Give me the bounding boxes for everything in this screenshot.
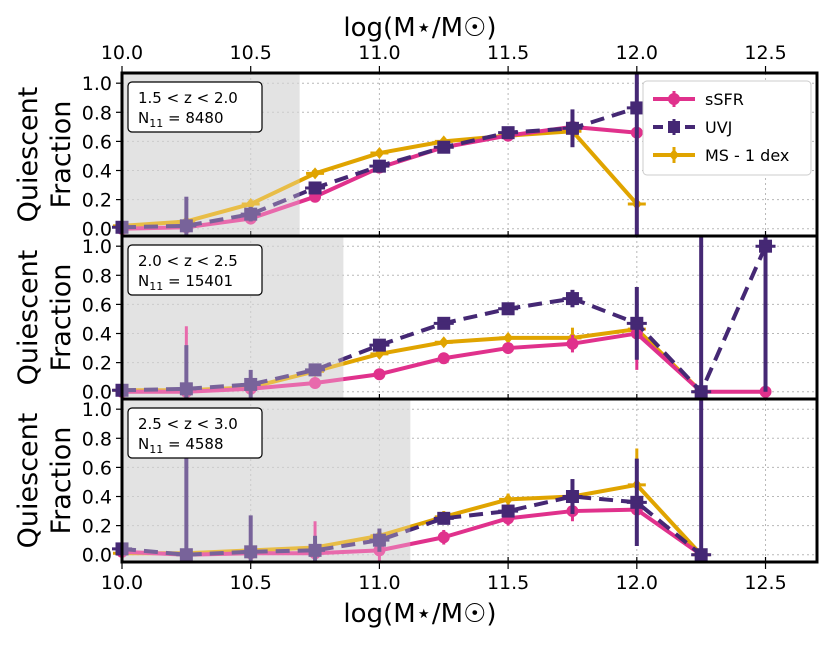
panel-1: 0.0 0.2 0.4 0.6 0.8 1.0 Quiescent Fraction 1.5 <… (13, 71, 819, 241)
sample-size-value: = 4588 (163, 435, 223, 453)
data-point (566, 337, 579, 350)
y-tick-label: 0.4 (82, 324, 112, 346)
legend-marker (668, 121, 680, 133)
legend-label-MS: MS - 1 dex (705, 146, 789, 165)
y-tick-label: 0.6 (82, 294, 112, 316)
sample-size-subscript: 11 (149, 443, 163, 456)
data-point (373, 368, 386, 381)
y-tick-label: 0.0 (82, 382, 112, 404)
redshift-range-label: 2.5 < z < 3.0 (138, 415, 238, 433)
y-axis-label-line2: Fraction (46, 264, 77, 372)
sample-size-label: N11 = 15401 (138, 272, 233, 293)
bottom-axis-ticks: 10.0 10.5 11.0 11.5 12.0 12.5 (101, 562, 787, 594)
y-axis-label-line1: Quiescent (13, 87, 44, 223)
legend-marker (669, 149, 679, 161)
y-tick-label: 0.2 (82, 353, 112, 375)
y-tick-label: 0.2 (82, 190, 112, 212)
sample-size-value: = 8480 (163, 109, 223, 127)
series-UVJ (112, 236, 776, 399)
sample-size-subscript: 11 (149, 280, 163, 293)
legend-label-sSFR: sSFR (705, 90, 744, 109)
y-tick-label: 0.8 (82, 265, 112, 287)
top-x-tick-label: 11.0 (358, 42, 400, 64)
legend-box (642, 80, 812, 176)
top-x-tick-label: 12.5 (744, 42, 786, 64)
bottom-axis-title: log(M⋆/M☉) (343, 599, 496, 629)
y-axis-label: Quiescent (13, 250, 44, 386)
panel-frame (120, 397, 819, 564)
redshift-range-label: 1.5 < z < 2.0 (138, 89, 238, 107)
top-axis-title: log(M⋆/M☉) (343, 13, 496, 43)
sample-size-label: N11 = 4588 (138, 435, 224, 456)
y-tick-label: 0.4 (82, 161, 112, 183)
y-axis-label-line2: Fraction (46, 427, 77, 535)
series-UVJ (112, 399, 712, 562)
data-point (437, 352, 450, 365)
redshift-range-label: 2.0 < z < 2.5 (138, 252, 238, 270)
y-tick-label: 0.8 (82, 428, 112, 450)
bottom-x-tick-label: 10.5 (230, 572, 272, 594)
bottom-x-tick-label: 12.0 (616, 572, 658, 594)
sample-size-prefix: N (138, 435, 149, 453)
bottom-x-tick-label: 10.0 (101, 572, 143, 594)
top-x-tick-label: 11.5 (487, 42, 529, 64)
y-tick-label: 0.2 (82, 516, 112, 538)
bottom-x-tick-label: 11.0 (358, 572, 400, 594)
sample-size-prefix: N (138, 272, 149, 290)
data-point (502, 342, 515, 355)
redshift-info-box (127, 407, 263, 459)
top-x-tick-label: 10.0 (101, 42, 143, 64)
y-tick-label: 1.0 (82, 73, 112, 95)
panel-2: 0.0 0.2 0.4 0.6 0.8 1.0 Quiescent Fraction 2.0 <… (13, 234, 819, 404)
data-point (437, 531, 450, 544)
redshift-info-box (127, 81, 263, 133)
y-axis-label: Quiescent (13, 413, 44, 549)
sample-size-value: = 15401 (163, 272, 233, 290)
top-x-tick-label: 10.5 (230, 42, 272, 64)
bottom-x-tick-label: 12.5 (744, 572, 786, 594)
y-axis-label: Quiescent (13, 87, 44, 223)
y-tick-label: 1.0 (82, 399, 112, 421)
y-axis-label-line1: Quiescent (13, 250, 44, 386)
top-axis-ticks: 10.0 10.5 11.0 11.5 12.0 12.5 (101, 42, 787, 73)
y-tick-label: 0.0 (82, 219, 112, 241)
y-tick-label: 1.0 (82, 236, 112, 258)
data-point (309, 376, 322, 389)
y-tick-label: 0.6 (82, 131, 112, 153)
bottom-x-tick-label: 11.5 (487, 572, 529, 594)
redshift-info-box (127, 244, 263, 296)
panel-3: 0.0 0.2 0.4 0.6 0.8 1.0 Quiescent Fraction 2.5 <… (13, 397, 819, 567)
top-x-tick-label: 12.0 (616, 42, 658, 64)
y-tick-label: 0.6 (82, 457, 112, 479)
series-UVJ (112, 73, 647, 236)
sample-size-subscript: 11 (149, 117, 163, 130)
legend-label-UVJ: UVJ (705, 118, 732, 137)
y-axis-label-line1: Quiescent (13, 413, 44, 549)
y-tick-label: 0.0 (82, 545, 112, 567)
sample-size-prefix: N (138, 109, 149, 127)
series-line (121, 494, 703, 557)
y-tick-label: 0.8 (82, 102, 112, 124)
sample-size-label: N11 = 8480 (138, 109, 224, 130)
legend-marker (668, 93, 680, 105)
y-axis-label-line2: Fraction (46, 101, 77, 209)
legend: sSFR UVJ MS - 1 dex (642, 80, 812, 176)
y-tick-label: 0.4 (82, 487, 112, 509)
